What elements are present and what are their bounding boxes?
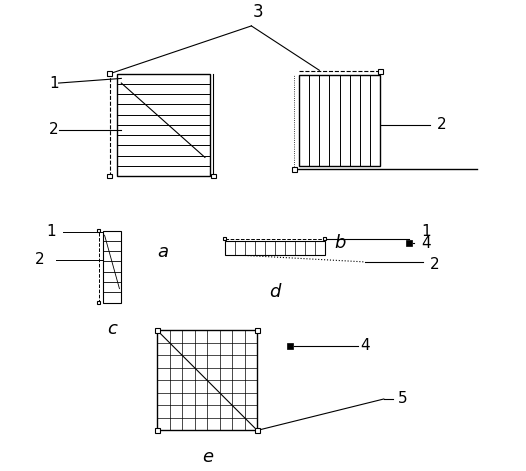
- Text: 4: 4: [360, 338, 370, 353]
- Bar: [255, 428, 260, 433]
- Bar: [378, 69, 382, 73]
- Text: a: a: [158, 244, 169, 261]
- Bar: [155, 328, 160, 333]
- Bar: [157, 331, 257, 430]
- Text: 2: 2: [430, 257, 440, 272]
- Text: 1: 1: [47, 224, 56, 239]
- Text: 2: 2: [49, 122, 59, 137]
- Text: 4: 4: [421, 236, 431, 251]
- Bar: [225, 241, 325, 255]
- Bar: [97, 300, 100, 304]
- Bar: [155, 428, 160, 433]
- Text: 2: 2: [437, 117, 447, 132]
- Bar: [103, 231, 121, 302]
- Text: c: c: [107, 320, 117, 338]
- Bar: [223, 237, 226, 240]
- Bar: [323, 237, 326, 240]
- Bar: [406, 240, 412, 246]
- Text: 1: 1: [421, 224, 431, 239]
- Bar: [255, 328, 260, 333]
- Text: e: e: [201, 448, 213, 466]
- Bar: [97, 229, 100, 232]
- Bar: [287, 342, 293, 349]
- Bar: [117, 74, 209, 176]
- Bar: [107, 174, 112, 179]
- Text: b: b: [334, 234, 346, 252]
- Bar: [299, 75, 380, 165]
- Bar: [292, 167, 297, 171]
- Bar: [107, 72, 112, 76]
- Bar: [211, 174, 216, 179]
- Text: 1: 1: [49, 75, 59, 90]
- Text: 5: 5: [398, 391, 407, 406]
- Text: 2: 2: [35, 252, 45, 267]
- Text: 3: 3: [253, 3, 264, 21]
- Text: d: d: [269, 283, 280, 301]
